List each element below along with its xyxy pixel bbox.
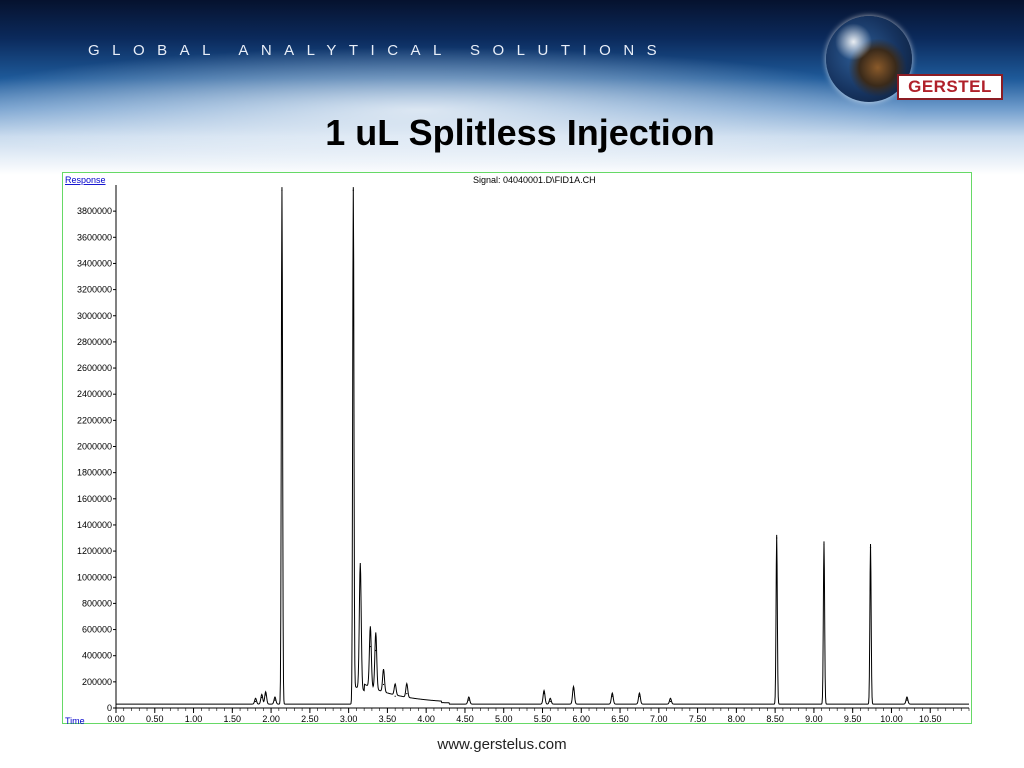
x-tick-label: 5.50 [534,714,552,724]
x-axis-label: Time [65,716,85,725]
peak-point [611,695,613,697]
y-tick-label: 200000 [82,677,112,687]
x-tick-label: 3.50 [379,714,397,724]
y-tick-label: 3800000 [77,206,112,216]
x-tick-label: 2.00 [262,714,280,724]
peak-point [375,649,377,652]
chart-title: Signal: 04040001.D\FID1A.CH [473,175,596,185]
y-tick-label: 3400000 [77,258,112,268]
x-tick-label: 2.50 [301,714,319,724]
slide-title: 1 uL Splitless Injection [325,112,715,153]
x-tick-label: 7.50 [689,714,707,724]
x-tick-label: 9.00 [805,714,823,724]
y-tick-label: 1400000 [77,520,112,530]
y-tick-label: 1600000 [77,494,112,504]
x-tick-label: 10.00 [880,714,903,724]
y-tick-label: 3000000 [77,311,112,321]
peak-point [254,700,257,703]
peak-point [468,699,470,701]
signal-trace-group [116,187,969,705]
y-tick-label: 600000 [82,625,112,635]
peak-point [823,543,825,546]
signal-trace-line [116,187,969,705]
peak-point [281,189,283,191]
y-axis-label: Response [65,175,106,185]
peak-point [669,700,672,703]
y-tick-label: 1800000 [77,468,112,478]
x-tick-label: 9.50 [844,714,862,724]
chromatogram-chart: Response Time Signal: 04040001.D\FID1A.C… [62,172,972,725]
x-tick-label: 6.00 [573,714,591,724]
peak-point [359,580,361,582]
y-tick-label: 2800000 [77,337,112,347]
y-tick-label: 2200000 [77,415,112,425]
x-tick-label: 4.00 [417,714,435,724]
peak-point [906,699,908,701]
y-tick-label: 2000000 [77,442,112,452]
x-tick-label: 6.50 [611,714,629,724]
y-tick-label: 400000 [82,651,112,661]
header-tagline: GLOBAL ANALYTICAL SOLUTIONS [88,42,670,59]
chromatogram-svg: Response Time Signal: 04040001.D\FID1A.C… [65,175,970,725]
x-tick-label: 0.00 [107,714,125,724]
x-tick-label: 7.00 [650,714,668,724]
peak-point [274,699,276,701]
x-tick-label: 1.00 [185,714,203,724]
peak-point [543,693,545,695]
peak-point [572,689,575,691]
y-tick-label: 1200000 [77,546,112,556]
x-tick-label: 5.00 [495,714,513,724]
x-tick-label: 3.00 [340,714,358,724]
y-tick-label: 800000 [82,598,112,608]
peak-point [776,537,778,539]
peak-point [261,696,263,699]
peak-point [394,695,396,697]
y-tick-label: 2400000 [77,389,112,399]
x-tick-label: 4.50 [456,714,474,724]
peak-point [369,645,371,648]
y-tick-label: 2600000 [77,363,112,373]
x-tick-label: 0.50 [146,714,164,724]
chart-axes: 0 200000 400000 600000 800000 1000000 1200000 1… [77,185,970,724]
y-tick-label: 0 [107,703,112,713]
x-tick-label: 1.50 [224,714,242,724]
x-tick-label: 8.50 [766,714,784,724]
peak-point [549,700,551,703]
y-tick-label: 1000000 [77,572,112,582]
peak-point [638,695,641,697]
peak-point [382,683,385,686]
peak-point [352,189,354,191]
peak-point [869,546,872,548]
footer-url: www.gerstelus.com [437,736,567,753]
gerstel-logo-text: GERSTEL [908,77,992,96]
gerstel-logo: GERSTEL [897,74,1003,100]
peak-point [265,694,267,696]
y-tick-label: 3600000 [77,232,112,242]
x-tick-label: 10.50 [919,714,942,724]
y-tick-label: 3200000 [77,285,112,295]
x-tick-label: 8.00 [728,714,746,724]
peak-point [406,693,408,695]
